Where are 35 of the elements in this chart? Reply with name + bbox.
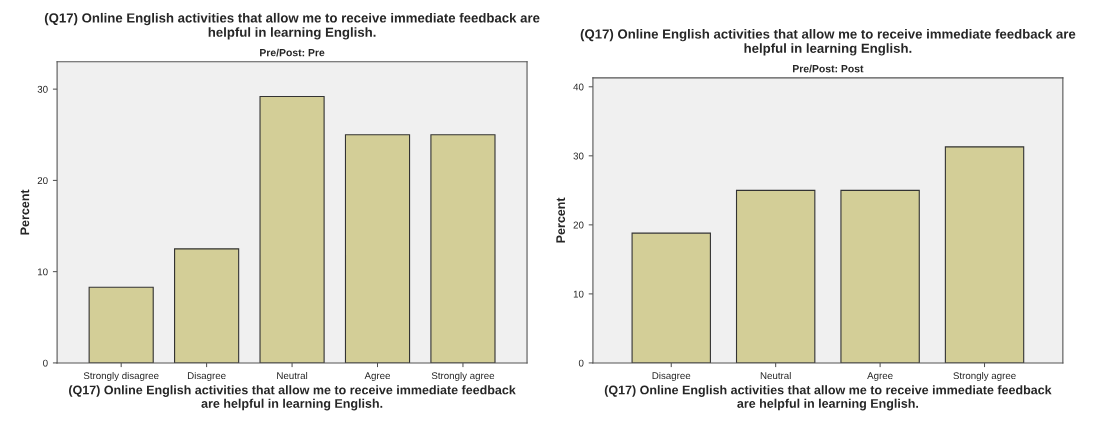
- y-tick-label: 0: [578, 359, 584, 367]
- x-tick-label: Strongly agree: [431, 371, 495, 382]
- x-axis-title: (Q17) Online English activities that allow me to receive immediate feedback are helpful in learning English.: [604, 385, 1052, 411]
- y-tick-label: 10: [573, 290, 584, 298]
- bar: [430, 134, 496, 363]
- x-axis-title: (Q17) Online English activities that allow me to receive immediate feedback are helpful in learning English.: [69, 385, 516, 411]
- bar: [840, 189, 920, 363]
- x-tick-label: Neutral: [760, 371, 791, 380]
- x-tick-label: Disagree: [187, 371, 226, 382]
- y-tick-label: 10: [38, 268, 48, 276]
- chart-subtitle: Pre/Post: Post: [792, 64, 864, 73]
- bar: [88, 286, 154, 363]
- y-tick-label: 30: [37, 85, 48, 93]
- x-tick-label: Strongly agree: [953, 371, 1016, 382]
- x-tick-label: Agree: [364, 372, 391, 382]
- y-axis-title: Percent: [20, 189, 30, 235]
- bar: [944, 146, 1025, 363]
- bar: [631, 232, 711, 363]
- chart-title: (Q17) Online English activities that allow me to receive immediate feedback are helpful in learning English.: [44, 12, 540, 40]
- chart-subtitle: Pre/Post: Pre: [260, 48, 325, 57]
- x-tick-label: Strongly disagree: [83, 371, 159, 382]
- x-tick-label: Neutral: [277, 371, 308, 380]
- bar: [259, 95, 325, 363]
- y-axis-title: Percent: [556, 197, 566, 243]
- x-tick-label: Disagree: [652, 371, 691, 382]
- y-tick-label: 0: [43, 359, 48, 367]
- y-tick-label: 20: [37, 177, 48, 185]
- y-tick-label: 20: [573, 221, 584, 229]
- bar: [174, 248, 240, 363]
- y-tick-label: 30: [573, 152, 584, 160]
- y-tick-label: 40: [573, 83, 584, 91]
- x-tick-label: Agree: [867, 372, 893, 382]
- bar: [735, 189, 816, 363]
- bar: [344, 134, 411, 363]
- chart-title: (Q17) Online English activities that allow me to receive immediate feedback are helpful in learning English.: [580, 28, 1076, 56]
